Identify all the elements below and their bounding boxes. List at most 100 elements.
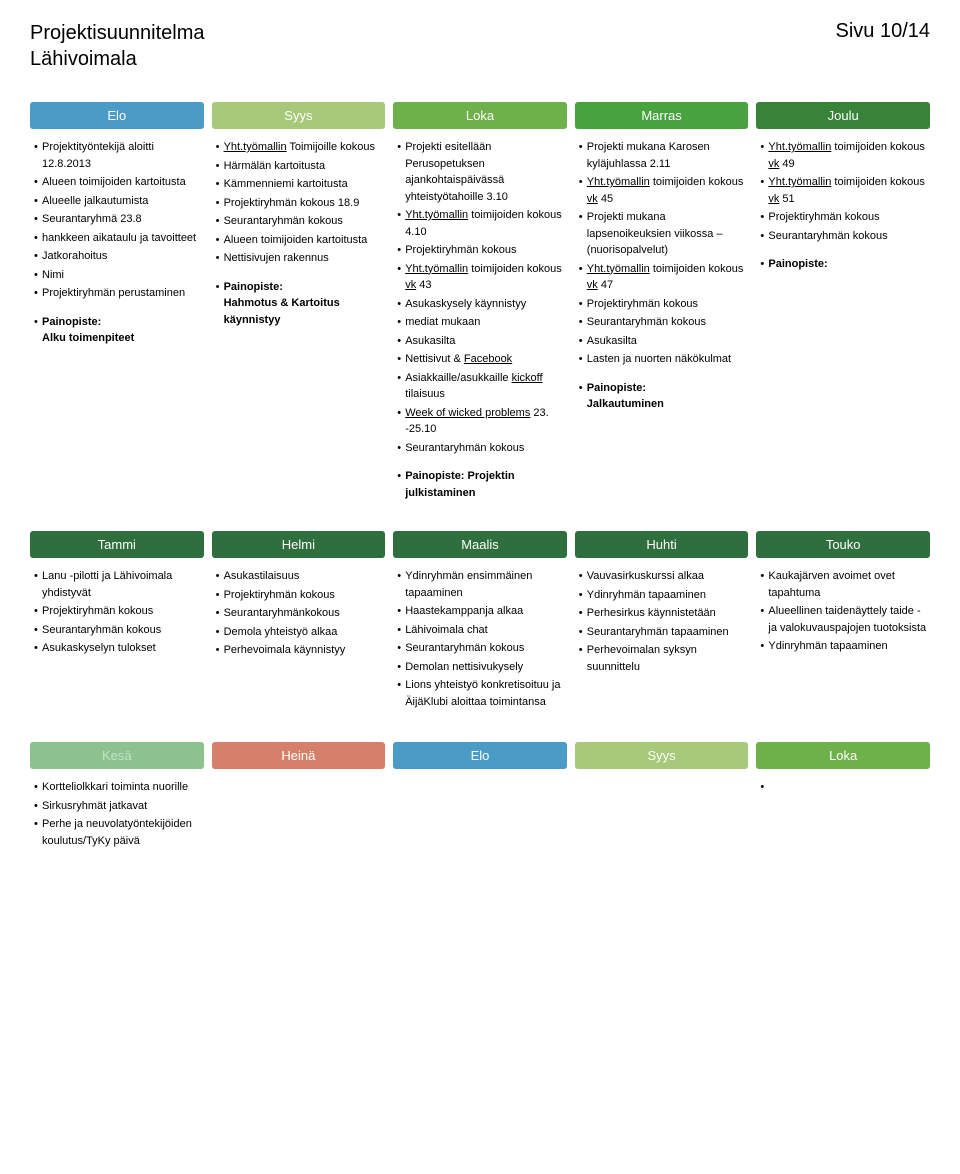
month-header: Loka — [756, 742, 930, 769]
list-item: Projektiryhmän kokous — [577, 296, 747, 313]
list-item: Seurantaryhmän tapaaminen — [577, 624, 747, 641]
list-item: Seurantaryhmän kokous — [758, 228, 928, 245]
list-item: Nettisivujen rakennus — [214, 250, 384, 267]
list-item: Perhesirkus käynnistetään — [577, 605, 747, 622]
list-item: Ydinryhmän tapaaminen — [577, 587, 747, 604]
page-header: Projektisuunnitelma Lähivoimala Sivu 10/… — [30, 20, 930, 72]
list-item: Projektiryhmän kokous — [32, 603, 202, 620]
timeline-column: Kesä Kortteliolkkari toiminta nuorille Sir… — [30, 742, 204, 851]
list-item: Seurantaryhmän kokous — [214, 213, 384, 230]
focus-item: Painopiste: — [758, 256, 928, 273]
doc-title: Projektisuunnitelma Lähivoimala — [30, 20, 205, 72]
list-item: Alueen toimijoiden kartoitusta — [214, 232, 384, 249]
list-item: Sirkusryhmät jatkavat — [32, 798, 202, 815]
focus-item: Painopiste:Hahmotus & Kartoitus käynnist… — [214, 279, 384, 329]
column-body: Projekti mukana Karosen kyläjuhlassa 2.1… — [575, 139, 749, 368]
list-item: Lions yhteistyö konkretisoituu ja ÄijäKl… — [395, 677, 565, 710]
list-item: Seurantaryhmä 23.8 — [32, 211, 202, 228]
month-header: Heinä — [212, 742, 386, 769]
timeline-column: Elo — [393, 742, 567, 851]
timeline-column: Touko Kaukajärven avoimet ovet tapahtumaA… — [756, 531, 930, 712]
list-item: Härmälän kartoitusta — [214, 158, 384, 175]
month-header: Joulu — [756, 102, 930, 129]
focus-block: Painopiste:Jalkautuminen — [575, 380, 749, 413]
focus-block: Painopiste:Hahmotus & Kartoitus käynnist… — [212, 279, 386, 329]
month-header: Loka — [393, 102, 567, 129]
column-body: Projektityöntekijä aloitti 12.8.2013 Alue… — [30, 139, 204, 302]
month-header: Helmi — [212, 531, 386, 558]
list-item: Perhevoimalan syksyn suunnittelu — [577, 642, 747, 675]
timeline-column: Marras Projekti mukana Karosen kyläjuhlas… — [575, 102, 749, 501]
list-item: Yht.työmallin toimijoiden kokous vk 47 — [577, 261, 747, 294]
list-item: Alueen toimijoiden kartoitusta — [32, 174, 202, 191]
list-item: Projekti esitellään Perusopetuksen ajank… — [395, 139, 565, 205]
list-item: Yht.työmallin toimijoiden kokous 4.10 — [395, 207, 565, 240]
list-item: Week of wicked problems 23. -25.10 — [395, 405, 565, 438]
list-item: Projektiryhmän kokous — [758, 209, 928, 226]
list-item: Asukasilta — [577, 333, 747, 350]
list-item: Vauvasirkuskurssi alkaa — [577, 568, 747, 585]
list-item: mediat mukaan — [395, 314, 565, 331]
timeline-column: Syys Yht.työmallin Toimijoille kokous Härm… — [212, 102, 386, 501]
list-item: Demolan nettisivukysely — [395, 659, 565, 676]
list-item: Lasten ja nuorten näkökulmat — [577, 351, 747, 368]
list-item: Projekti mukana lapsenoikeuksien viikoss… — [577, 209, 747, 259]
list-item: Kortteliolkkari toiminta nuorille — [32, 779, 202, 796]
list-item: Ydinryhmän tapaaminen — [758, 638, 928, 655]
timeline-column: Loka Projekti esitellään Perusopetuksen a… — [393, 102, 567, 501]
page-number: Sivu 10/14 — [835, 20, 930, 72]
list-item: Seurantaryhmän kokous — [32, 622, 202, 639]
timeline-row: Kesä Kortteliolkkari toiminta nuorille Sir… — [30, 742, 930, 851]
column-body: Yht.työmallin toimijoiden kokous vk 49Yh… — [756, 139, 930, 244]
list-item: Kämmenniemi kartoitusta — [214, 176, 384, 193]
timeline-row: Tammi Lanu -pilotti ja Lähivoimala yhdist… — [30, 531, 930, 712]
timeline-column: Joulu Yht.työmallin toimijoiden kokous vk… — [756, 102, 930, 501]
month-header: Marras — [575, 102, 749, 129]
list-item: Ydinryhmän ensimmäinen tapaaminen — [395, 568, 565, 601]
list-item: Haastekamppanja alkaa — [395, 603, 565, 620]
list-item: Projektiryhmän perustaminen — [32, 285, 202, 302]
month-header: Touko — [756, 531, 930, 558]
list-item: Alueelle jalkautumista — [32, 193, 202, 210]
list-item: Asukastilaisuus — [214, 568, 384, 585]
column-body: Projekti esitellään Perusopetuksen ajank… — [393, 139, 567, 456]
timeline-column: Loka — [756, 742, 930, 851]
list-item: Yht.työmallin Toimijoille kokous — [214, 139, 384, 156]
list-item: Alueellinen taidenäyttely taide -ja valo… — [758, 603, 928, 636]
list-item: Jatkorahoitus — [32, 248, 202, 265]
list-item: Seurantaryhmän kokous — [395, 640, 565, 657]
focus-block: Painopiste: — [756, 256, 930, 273]
list-item: Seurantaryhmänkokous — [214, 605, 384, 622]
list-item: Seurantaryhmän kokous — [577, 314, 747, 331]
list-item: Asukaskysely käynnistyy — [395, 296, 565, 313]
timeline-column: MaalisYdinryhmän ensimmäinen tapaaminenH… — [393, 531, 567, 712]
timeline-column: Heinä — [212, 742, 386, 851]
list-item: Perhe ja neuvolatyöntekijöiden koulutus/… — [32, 816, 202, 849]
list-item: Asukasilta — [395, 333, 565, 350]
list-item: Lähivoimala chat — [395, 622, 565, 639]
timeline-column: Tammi Lanu -pilotti ja Lähivoimala yhdist… — [30, 531, 204, 712]
list-item: Projekti mukana Karosen kyläjuhlassa 2.1… — [577, 139, 747, 172]
focus-block: Painopiste:Alku toimenpiteet — [30, 314, 204, 347]
focus-block: Painopiste: Projektin julkistaminen — [393, 468, 567, 501]
column-body: Vauvasirkuskurssi alkaa Ydinryhmän tapaam… — [575, 568, 749, 675]
month-header: Kesä — [30, 742, 204, 769]
list-item: Nimi — [32, 267, 202, 284]
list-item: Yht.työmallin toimijoiden kokous vk 49 — [758, 139, 928, 172]
list-item: Projektityöntekijä aloitti 12.8.2013 — [32, 139, 202, 172]
column-body: Kaukajärven avoimet ovet tapahtumaAlueel… — [756, 568, 930, 655]
focus-item: Painopiste: Projektin julkistaminen — [395, 468, 565, 501]
month-header: Tammi — [30, 531, 204, 558]
list-item: Seurantaryhmän kokous — [395, 440, 565, 457]
list-item: Kaukajärven avoimet ovet tapahtuma — [758, 568, 928, 601]
column-body: Ydinryhmän ensimmäinen tapaaminen Haastek… — [393, 568, 567, 710]
timeline-column: EloProjektityöntekijä aloitti 12.8.2013A… — [30, 102, 204, 501]
list-item: Asiakkaille/asukkaille kickoff tilaisuus — [395, 370, 565, 403]
list-item: hankkeen aikataulu ja tavoitteet — [32, 230, 202, 247]
focus-item: Painopiste:Alku toimenpiteet — [32, 314, 202, 347]
column-body: Lanu -pilotti ja Lähivoimala yhdistyvätP… — [30, 568, 204, 657]
timeline-column: HuhtiVauvasirkuskurssi alkaaYdinryhmän t… — [575, 531, 749, 712]
month-header: Syys — [212, 102, 386, 129]
timeline-row: EloProjektityöntekijä aloitti 12.8.2013A… — [30, 102, 930, 501]
list-item: Projektiryhmän kokous — [395, 242, 565, 259]
